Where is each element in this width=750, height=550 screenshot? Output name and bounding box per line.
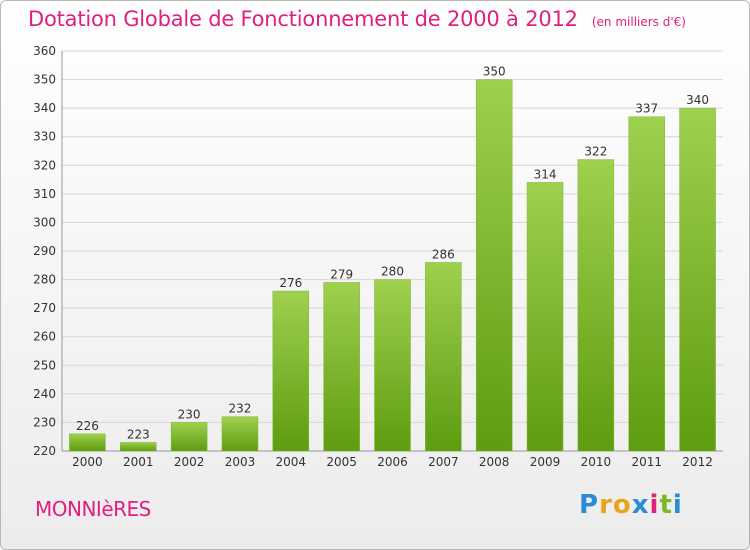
data-label: 340 [686,93,709,107]
data-label: 314 [534,167,557,181]
logo-letter: i [649,490,660,520]
data-label: 276 [279,276,302,290]
data-label: 223 [127,427,150,441]
x-tick-label: 2001 [123,455,154,469]
y-tick-label: 240 [33,387,56,401]
x-tick-label: 2007 [428,455,459,469]
x-tick-label: 2004 [276,455,307,469]
data-label: 280 [381,265,404,279]
bar [628,116,665,452]
x-tick-label: 2010 [581,455,612,469]
data-label: 286 [432,247,455,261]
bar [323,282,360,452]
y-tick-label: 320 [33,158,56,172]
x-tick-label: 2000 [72,455,103,469]
y-tick-label: 270 [33,301,56,315]
y-tick-label: 300 [33,215,56,229]
logo-letter: t [659,490,673,520]
bar [475,79,513,452]
data-label: 226 [76,419,99,433]
bar [272,290,310,452]
data-label: 279 [330,267,353,281]
chart-title: Dotation Globale de Fonctionnement de 20… [28,7,686,31]
y-tick-label: 350 [33,73,56,87]
y-tick-label: 330 [33,130,56,144]
y-tick-label: 290 [33,244,56,258]
y-tick-label: 220 [33,444,56,458]
x-tick-label: 2006 [377,455,408,469]
y-tick-label: 260 [33,330,56,344]
bar [170,422,208,452]
logo-letter: o [612,490,632,520]
bar [679,107,716,452]
logo-letter: P [579,490,600,520]
x-tick-label: 2002 [174,455,205,469]
y-tick-label: 360 [33,44,56,58]
bar [221,416,259,452]
data-label: 337 [635,102,658,116]
logo-letter: x [631,490,650,520]
bar [374,279,411,452]
bar [526,182,564,452]
bar [577,159,615,452]
data-label: 232 [229,402,252,416]
x-tick-label: 2005 [326,455,357,469]
y-tick-label: 250 [33,358,56,372]
logo-letter: i [672,490,683,520]
x-tick-label: 2009 [530,455,561,469]
x-tick-label: 2008 [479,455,510,469]
chart-title-text: Dotation Globale de Fonctionnement de 20… [28,7,578,31]
x-tick-label: 2003 [225,455,256,469]
y-tick-label: 230 [33,415,56,429]
commune-name: MONNIèRES [35,497,151,521]
x-tick-label: 2012 [682,455,713,469]
bar [120,442,157,452]
y-tick-label: 340 [33,101,56,115]
bar [69,433,106,452]
chart-subtitle: (en milliers d'€) [591,15,686,29]
proxiti-logo: Proxiti [579,490,683,520]
bar [425,262,462,452]
y-tick-label: 280 [33,273,56,287]
x-tick-label: 2011 [631,455,662,469]
data-label: 322 [584,145,607,159]
data-label: 350 [483,65,506,79]
logo-letter: r [599,490,613,520]
y-tick-label: 310 [33,187,56,201]
data-label: 230 [178,407,201,421]
